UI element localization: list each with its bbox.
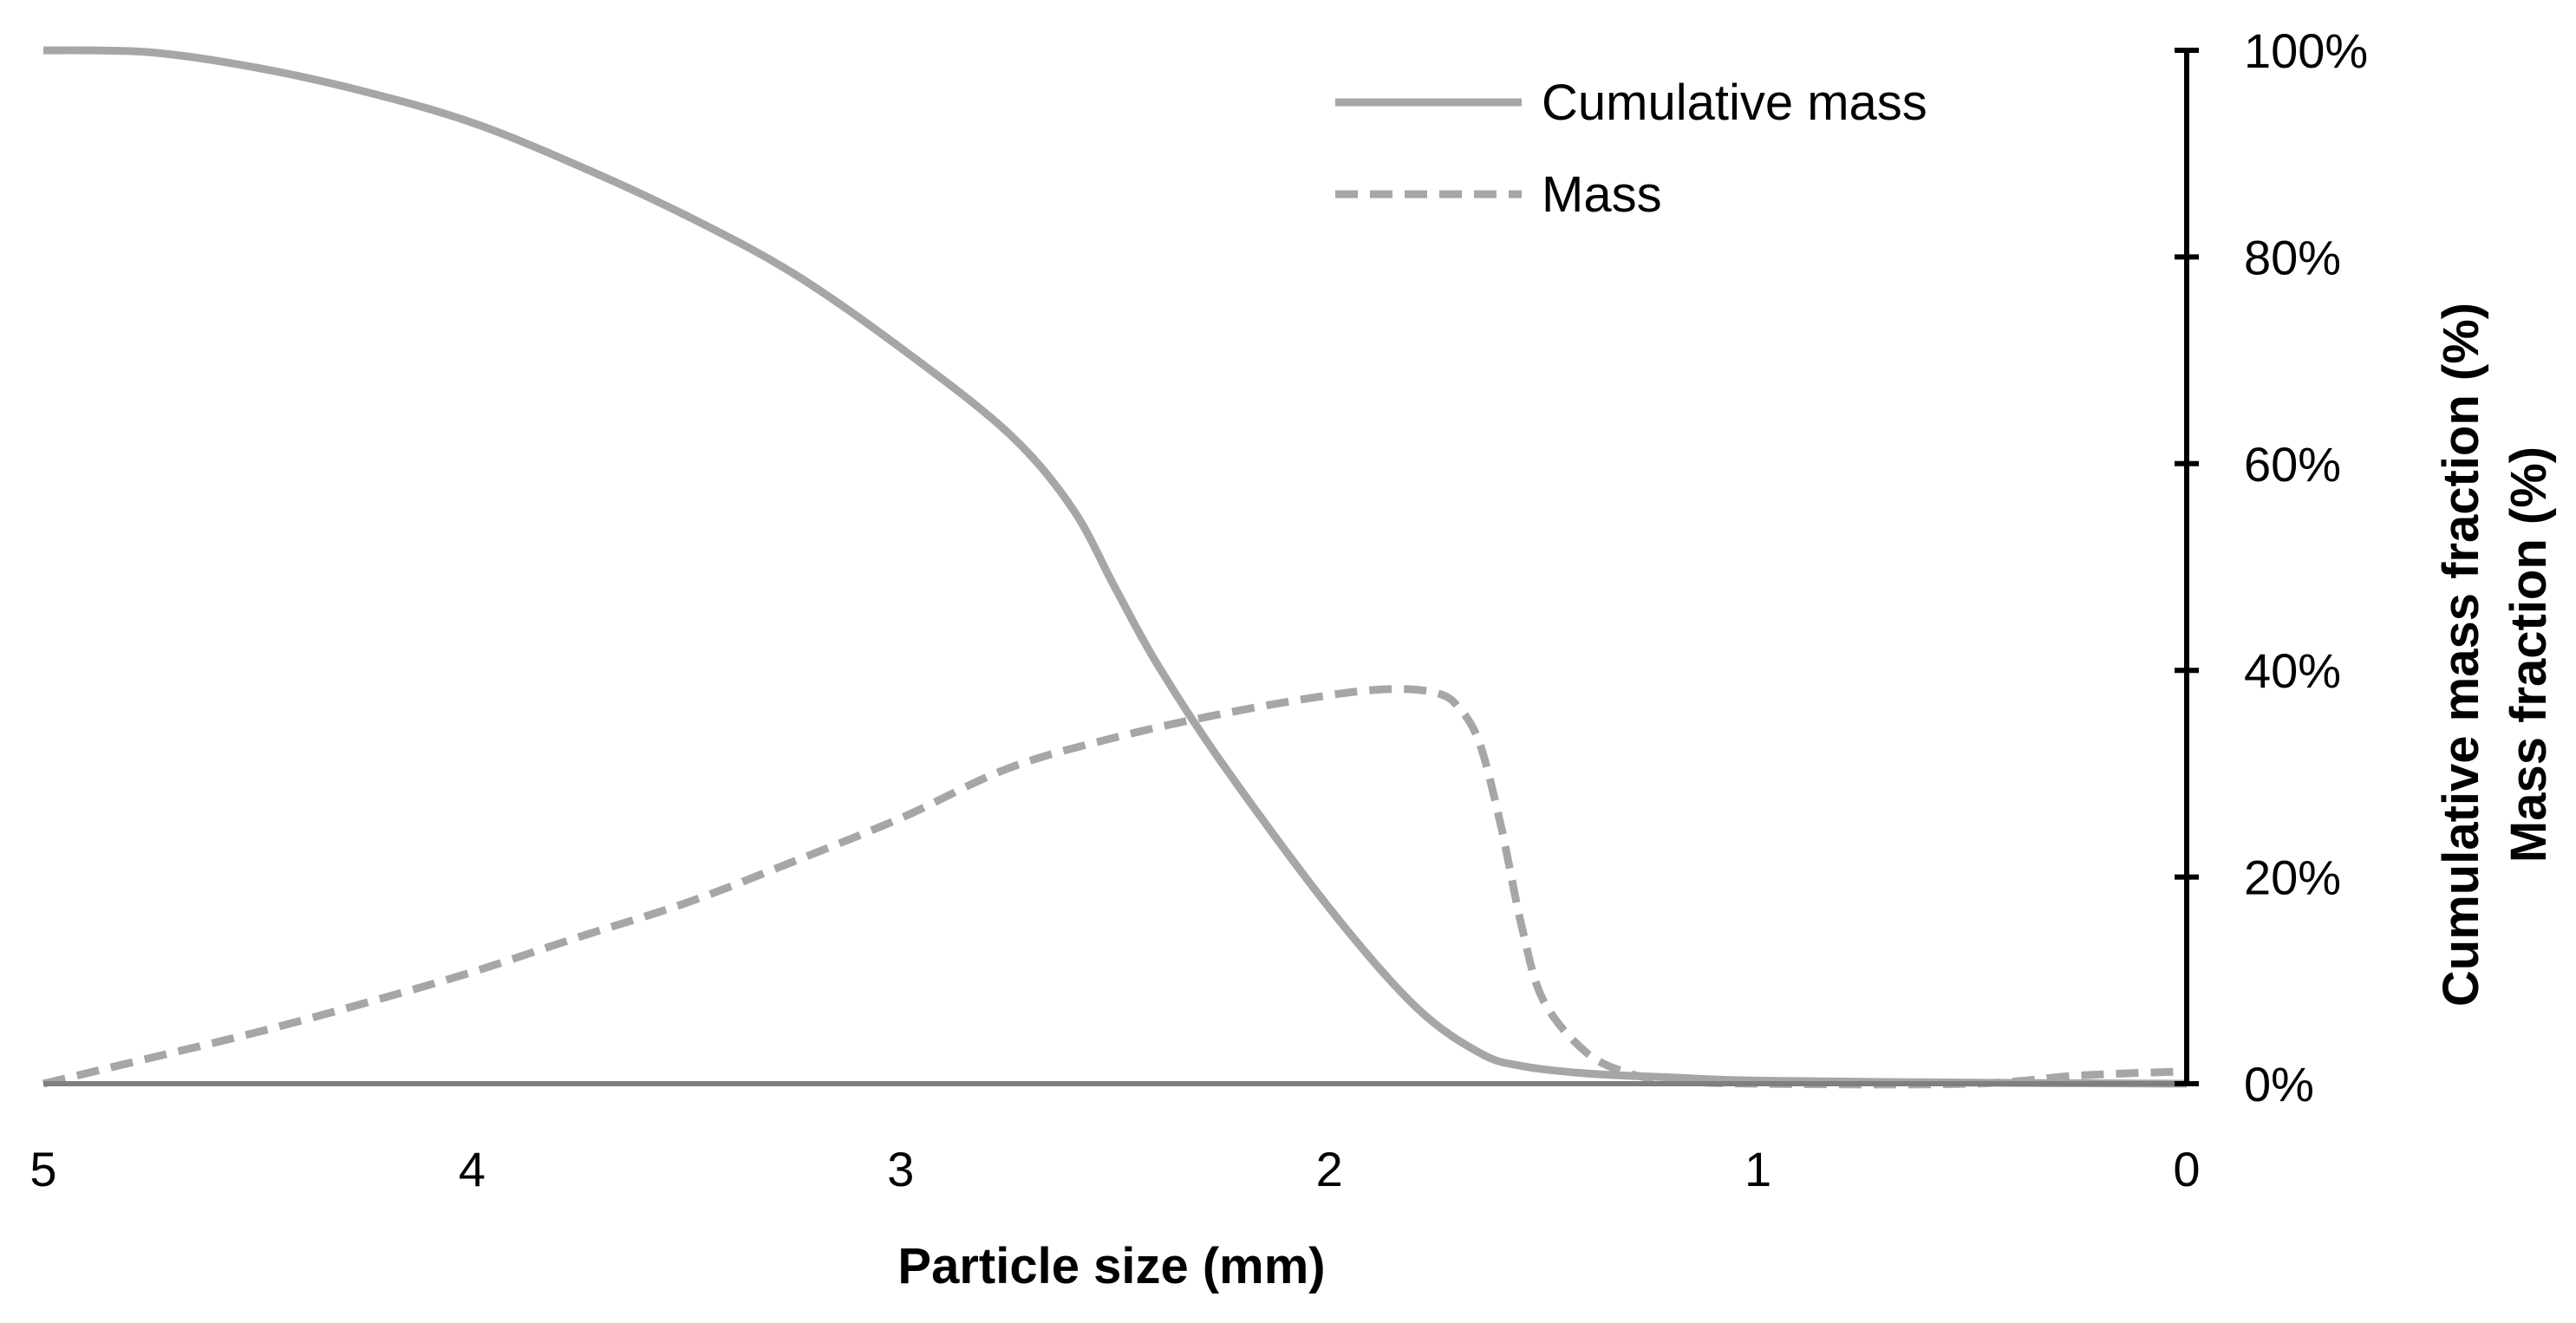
y-tick-label: 60% [2244, 437, 2341, 492]
legend-label-mass: Mass [1542, 166, 1662, 223]
axes-layer: 0% 20% 40% 60% 80% 100% 5 4 3 2 1 0 [29, 23, 2368, 1196]
legend-label-cumulative-mass: Cumulative mass [1542, 75, 1927, 131]
y-axis-title-line-2: Mass fraction (%) [2501, 446, 2557, 863]
data-point [1478, 742, 1480, 744]
series-line-cumulative-mass [42, 46, 2188, 1088]
data-point [1328, 694, 1330, 696]
data-point [1436, 692, 1438, 694]
y-tick-label: 100% [2244, 23, 2368, 78]
data-point [471, 971, 473, 973]
series-line-mass [42, 685, 2188, 1089]
y-tick-label: 0% [2244, 1057, 2314, 1111]
y-tick-label: 80% [2244, 230, 2341, 284]
data-point [1222, 713, 1223, 714]
y-tick-label: 40% [2244, 643, 2341, 698]
y-axis-title-line-1: Cumulative mass fraction (%) [2433, 303, 2489, 1007]
y-axis-title-group: Cumulative mass fraction (%) Mass fracti… [2433, 303, 2557, 1007]
data-point [1458, 706, 1459, 707]
x-tick-label: 4 [459, 1142, 486, 1196]
x-tick-label: 2 [1316, 1142, 1343, 1196]
x-axis-title: Particle size (mm) [897, 1238, 1325, 1294]
x-tick-label: 3 [887, 1142, 914, 1196]
data-point [2078, 1075, 2080, 1077]
series-layer [42, 46, 2188, 1089]
x-tick-label: 0 [2173, 1142, 2200, 1196]
legend: Cumulative mass Mass [1335, 75, 1927, 223]
x-tick-label: 5 [29, 1142, 56, 1196]
y-tick-label: 20% [2244, 850, 2341, 905]
x-tick-label: 1 [1745, 1142, 1771, 1196]
data-point [1392, 688, 1394, 690]
data-point [900, 818, 902, 819]
